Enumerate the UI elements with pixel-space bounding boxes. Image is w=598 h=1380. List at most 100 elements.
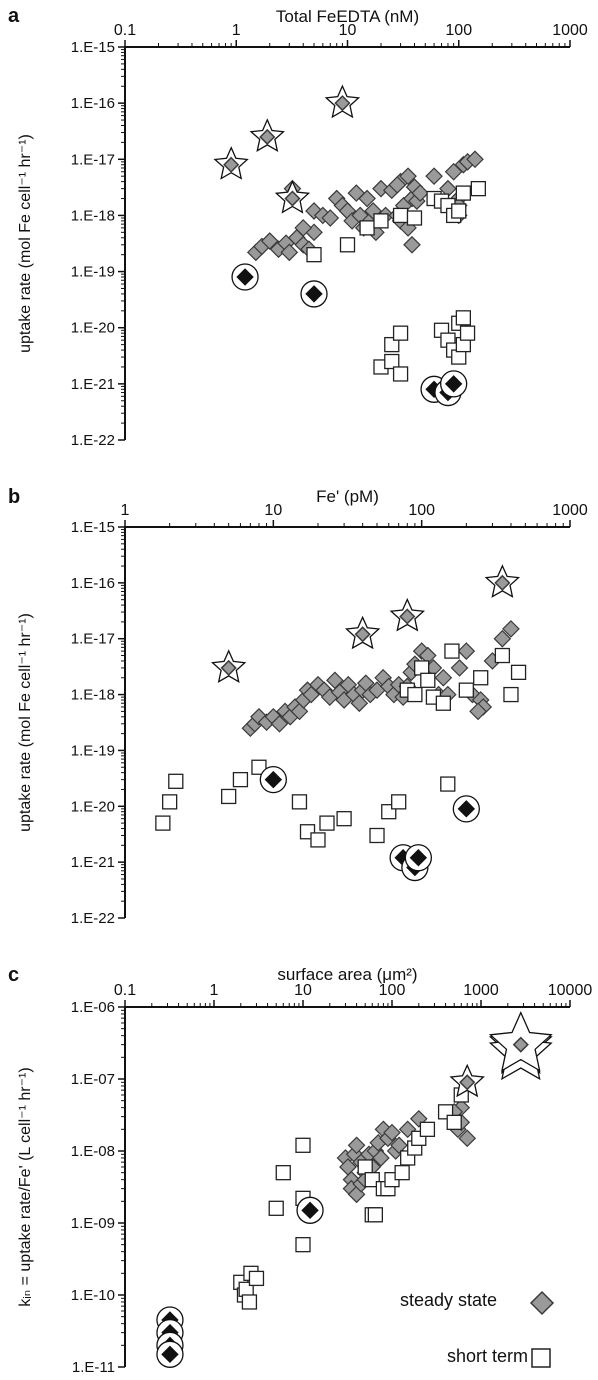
filled-point bbox=[301, 1201, 319, 1220]
panel-c: 0.1 1 10 100 1000 10000 surface area (μm²) 1.E-… bbox=[17, 965, 592, 1376]
short-term-point bbox=[367, 1207, 383, 1223]
y-tick-label: 1.E-11 bbox=[72, 1359, 115, 1376]
x-tick-label: 0.1 bbox=[114, 22, 136, 39]
short-term-point bbox=[455, 310, 472, 326]
steady-state-point bbox=[321, 209, 340, 227]
steady-state-point bbox=[434, 668, 453, 687]
x-tick-label: 1000 bbox=[463, 982, 499, 999]
x-tick-label: 10 bbox=[339, 22, 357, 39]
y-tick-label: 1.E-18 bbox=[71, 687, 115, 704]
x-tick-label: 10 bbox=[264, 502, 282, 519]
short-term-point bbox=[473, 670, 489, 686]
short-term-point bbox=[268, 1200, 284, 1216]
steady-state-point bbox=[347, 1136, 366, 1155]
short-term-point bbox=[455, 185, 472, 201]
y-axis-label: uptake rate (mol Fe cell⁻¹ hr⁻¹) bbox=[17, 134, 34, 353]
short-term-point bbox=[155, 815, 171, 831]
short-term-point bbox=[384, 336, 400, 353]
steady-state-point bbox=[469, 702, 487, 721]
y-tick-label: 1.E-22 bbox=[71, 910, 115, 927]
short-term-point bbox=[451, 203, 467, 219]
short-term-point bbox=[503, 686, 519, 703]
y-tick-label: 1.E-10 bbox=[71, 1287, 115, 1304]
short-term-point bbox=[392, 366, 409, 382]
short-term-point bbox=[384, 353, 400, 370]
short-term-point bbox=[295, 1237, 311, 1253]
steady-state-point bbox=[466, 150, 484, 169]
y-tick-label: 1.E-18 bbox=[71, 207, 115, 224]
filled-point bbox=[161, 1345, 179, 1364]
starred-steady-point bbox=[223, 156, 240, 173]
steady-state-point bbox=[294, 219, 313, 237]
legend-short-label: short term bbox=[447, 1346, 528, 1366]
starred-steady-point bbox=[220, 659, 237, 676]
y-tick-label: 1.E-15 bbox=[71, 39, 115, 56]
short-term-point bbox=[459, 325, 476, 341]
panel-b: 1 10 100 1000 Fe' (pM) 1.E-15 1.E-16 1.E-17 1.E-… bbox=[17, 487, 588, 927]
panel-letter-c: c bbox=[8, 964, 19, 986]
y-tick-label: 1.E-09 bbox=[71, 1215, 115, 1232]
short-term-point bbox=[440, 776, 456, 792]
short-term-point bbox=[241, 1294, 258, 1310]
short-term-point bbox=[446, 1114, 462, 1130]
panel-letter-b: b bbox=[8, 486, 20, 508]
x-tick-label: 1 bbox=[121, 502, 130, 519]
short-term-point bbox=[494, 647, 511, 664]
filled-point bbox=[264, 770, 283, 789]
short-term-point bbox=[435, 695, 451, 711]
short-term-point bbox=[458, 682, 474, 698]
x-axis-label: Fe' (pM) bbox=[316, 487, 379, 506]
legend-short-square-icon bbox=[531, 1348, 551, 1368]
short-term-point bbox=[373, 213, 389, 229]
x-tick-label: 100 bbox=[408, 502, 435, 519]
steady-state-point bbox=[403, 235, 421, 254]
steady-state-point bbox=[388, 176, 407, 194]
y-tick-label: 1.E-08 bbox=[71, 1143, 115, 1160]
starred-steady-point bbox=[284, 190, 301, 207]
y-tick-label: 1.E-16 bbox=[71, 95, 115, 112]
steady-state-point bbox=[372, 1149, 390, 1167]
short-term-point bbox=[291, 794, 308, 810]
steady-state-point bbox=[493, 629, 512, 648]
steady-state-point bbox=[425, 167, 443, 186]
y-tick-label: 1.E-15 bbox=[71, 519, 115, 536]
y-tick-label: 1.E-17 bbox=[71, 151, 115, 168]
steady-state-point bbox=[372, 179, 390, 198]
y-axis-label: uptake rate (mol Fe cell⁻¹ hr⁻¹) bbox=[17, 613, 34, 832]
x-axis-label: surface area (μm²) bbox=[277, 965, 417, 984]
starred-steady-point bbox=[494, 574, 511, 591]
y-tick-label: 1.E-19 bbox=[71, 264, 115, 281]
short-term-point bbox=[357, 1159, 373, 1175]
short-term-point bbox=[306, 247, 322, 263]
short-term-point bbox=[336, 811, 352, 827]
starred-steady-point bbox=[334, 95, 351, 112]
y-tick-label: 1.E-20 bbox=[71, 320, 115, 337]
legend: steady state short term bbox=[400, 1290, 555, 1368]
short-term-point bbox=[394, 1165, 410, 1181]
steady-state-point bbox=[270, 714, 289, 733]
starred-steady-point bbox=[459, 1074, 476, 1091]
filled-point bbox=[305, 285, 323, 303]
steady-state-point bbox=[450, 659, 469, 677]
y-tick-label: 1.E-19 bbox=[71, 742, 115, 759]
y-tick-label: 1.E-20 bbox=[71, 798, 115, 815]
x-tick-label: 100 bbox=[445, 22, 472, 39]
short-term-point bbox=[251, 759, 267, 775]
short-term-point bbox=[369, 827, 385, 844]
short-term-point bbox=[339, 237, 356, 253]
y-axis-label: kᵢₙ = uptake rate/Fe' (L cell⁻¹ hr⁻¹) bbox=[17, 1067, 34, 1306]
steady-state-point bbox=[260, 232, 279, 250]
steady-state-point bbox=[350, 694, 369, 713]
short-term-point bbox=[407, 686, 423, 703]
x-tick-label: 1 bbox=[210, 982, 219, 999]
short-term-point bbox=[470, 180, 486, 197]
steady-state-point bbox=[390, 1136, 408, 1155]
short-term-point bbox=[168, 773, 184, 789]
short-term-point bbox=[406, 210, 423, 226]
steady-state-point bbox=[358, 189, 376, 208]
short-term-point bbox=[221, 788, 237, 805]
x-tick-label: 1000 bbox=[552, 502, 588, 519]
x-tick-label: 1 bbox=[232, 22, 241, 39]
filled-point bbox=[444, 375, 463, 393]
filled-point bbox=[236, 268, 254, 286]
